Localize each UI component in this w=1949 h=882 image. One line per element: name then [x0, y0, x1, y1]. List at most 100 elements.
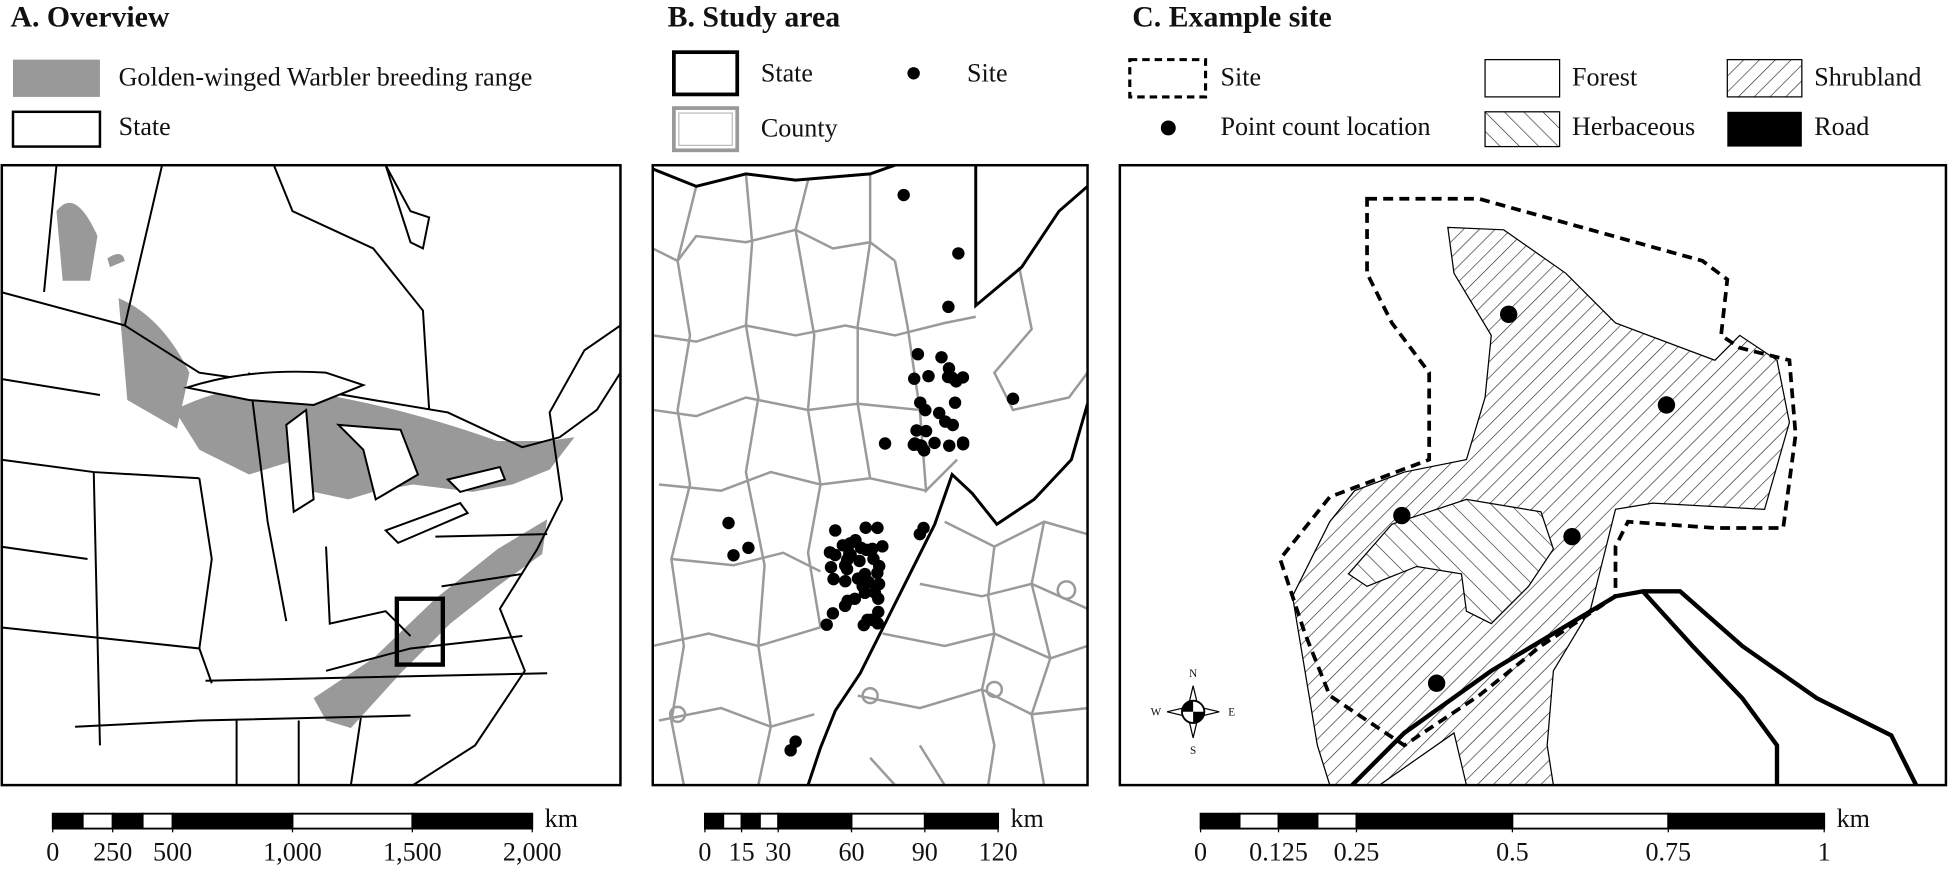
site-dot: [897, 188, 910, 202]
legend-label: State: [761, 59, 813, 88]
legend-label: Site: [967, 59, 1008, 88]
scale-label: 1,500: [383, 838, 442, 867]
legend-label: Forest: [1572, 62, 1638, 91]
compass-label: N: [1189, 668, 1197, 680]
overview-map: [0, 165, 621, 786]
site-dot: [742, 541, 755, 555]
site-dot: [922, 369, 935, 383]
scale-segment: [1199, 812, 1241, 830]
scale-label: 0.125: [1249, 838, 1308, 867]
site-dot: [860, 543, 873, 557]
legend-swatch: [1727, 111, 1802, 147]
legend-label: County: [761, 113, 838, 142]
study-area-map: [652, 165, 1088, 786]
legend-swatch: [672, 50, 740, 97]
scale-segment: [1511, 812, 1670, 830]
scale-unit: km: [545, 804, 578, 833]
site-dot: [917, 521, 930, 535]
site-dot: [952, 247, 965, 260]
scale-label: 0.5: [1496, 838, 1529, 867]
legend-swatch: [1484, 59, 1561, 98]
site-dot: [868, 586, 882, 599]
scale-unit: km: [1837, 804, 1870, 833]
compass: [1166, 685, 1220, 739]
site-dot: [829, 524, 842, 537]
compass-label: W: [1151, 707, 1162, 719]
site-dot: [919, 403, 932, 417]
scale-segment: [111, 812, 144, 830]
site-dot: [932, 406, 946, 420]
example-site-map: [1119, 165, 1946, 786]
scale-label: 500: [153, 838, 192, 867]
legend-label: Shrubland: [1814, 62, 1921, 91]
scale-label: 120: [979, 838, 1018, 867]
scale-label: 1,000: [263, 838, 322, 867]
site-dot: [824, 561, 838, 574]
site-dot: [919, 424, 933, 438]
panel-title: C. Example site: [1132, 1, 1331, 34]
scale-segment: [1667, 812, 1826, 830]
legend-swatch: [11, 110, 102, 148]
site-dot: [848, 592, 862, 605]
legend-label: State: [119, 112, 171, 141]
legend-label: Herbaceous: [1572, 112, 1695, 141]
scale-label: 2,000: [503, 838, 562, 867]
scale-label: 1: [1818, 838, 1831, 867]
site-dot: [789, 735, 802, 748]
site-dot: [935, 351, 948, 364]
site-dot: [910, 424, 923, 437]
scale-label: 0: [46, 838, 59, 867]
scale-label: 60: [838, 838, 864, 867]
site-dot: [864, 613, 878, 627]
scale-segment: [1238, 812, 1280, 830]
site-dot: [878, 437, 892, 450]
legend-swatch: [12, 59, 100, 97]
legend-label: Site: [1220, 62, 1261, 91]
scale-label: 0: [1194, 838, 1207, 867]
site-dot: [823, 546, 837, 559]
site-dot: [913, 439, 927, 452]
scale-segment: [171, 812, 294, 830]
site-dot: [838, 559, 852, 572]
scale-segment: [141, 812, 174, 830]
site-dot: [943, 439, 956, 452]
scale-segment: [51, 812, 84, 830]
site-dot: [872, 559, 886, 573]
scale-segment: [740, 812, 761, 830]
scale-segment: [758, 812, 780, 830]
site-dot: [948, 396, 962, 409]
site-dot: [820, 618, 833, 631]
scale-segment: [81, 812, 114, 830]
scale-unit: km: [1011, 804, 1044, 833]
site-dot: [1006, 392, 1020, 405]
site-dot: [876, 540, 889, 553]
scale-label: 0.25: [1334, 838, 1380, 867]
site-dot: [855, 573, 869, 586]
panel-title: B. Study area: [668, 1, 841, 34]
legend-swatch: [907, 67, 920, 80]
site-dot: [945, 371, 959, 384]
scale-label: 0: [698, 838, 711, 867]
panel-title: A. Overview: [11, 1, 170, 34]
legend-label: Point count location: [1220, 112, 1430, 141]
site-dot: [827, 572, 840, 586]
scale-label: 90: [912, 838, 938, 867]
site-dot: [727, 549, 740, 562]
site-dot: [928, 436, 941, 450]
site-dot: [908, 372, 921, 385]
site-dot: [826, 607, 840, 620]
scale-label: 250: [93, 838, 132, 867]
scale-label: 15: [729, 838, 755, 867]
scale-segment: [850, 812, 926, 830]
site-dot: [946, 418, 960, 432]
scale-segment: [411, 812, 534, 830]
scale-segment: [703, 812, 725, 830]
site-dot: [722, 516, 735, 530]
scale-segment: [1355, 812, 1514, 830]
scale-segment: [923, 812, 1000, 830]
site-dot: [871, 521, 884, 535]
site-dot: [853, 554, 866, 568]
compass-label: S: [1190, 745, 1196, 757]
scale-label: 0.75: [1645, 838, 1691, 867]
